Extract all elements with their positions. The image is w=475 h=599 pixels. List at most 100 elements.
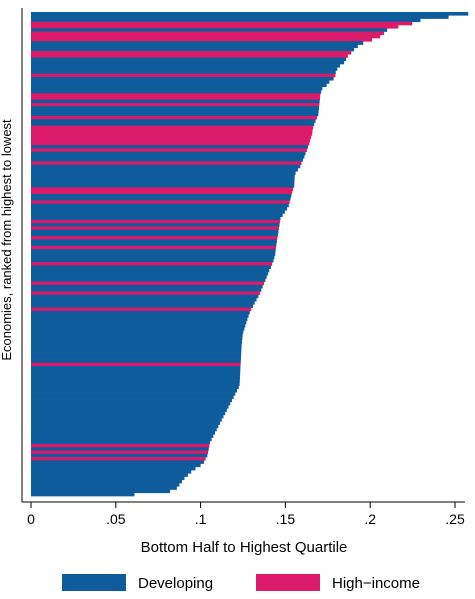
bar — [31, 434, 214, 438]
bar — [31, 138, 311, 143]
bar — [31, 440, 210, 445]
bar — [31, 28, 388, 32]
bar — [31, 265, 271, 269]
bar — [31, 375, 240, 380]
bar — [31, 362, 241, 367]
bar — [31, 388, 238, 393]
bar — [31, 476, 185, 481]
bar — [31, 141, 310, 146]
bar — [31, 15, 449, 19]
bar — [31, 457, 206, 461]
bar — [31, 31, 385, 36]
bar — [31, 145, 308, 149]
bar — [31, 252, 276, 256]
bar — [31, 86, 323, 91]
bar — [31, 317, 248, 321]
bar — [31, 492, 135, 497]
bar — [31, 44, 358, 49]
bar — [31, 216, 281, 221]
bar — [31, 421, 221, 425]
bar — [31, 180, 295, 185]
bar — [31, 93, 321, 97]
bar — [31, 47, 355, 52]
bar — [31, 50, 352, 55]
bar — [31, 479, 182, 484]
bar — [31, 463, 201, 468]
bar — [31, 473, 188, 477]
bar — [31, 327, 245, 331]
bar — [31, 294, 259, 299]
bar — [31, 288, 262, 292]
bar — [31, 21, 413, 26]
bar — [31, 336, 243, 341]
bar — [31, 60, 345, 65]
bar — [31, 161, 302, 166]
bar — [31, 343, 242, 347]
bar — [31, 115, 317, 120]
bar — [31, 80, 330, 84]
bar — [31, 41, 364, 45]
bar — [31, 193, 292, 198]
bar — [31, 284, 263, 289]
bar — [31, 132, 313, 136]
bar — [31, 249, 276, 253]
bar — [31, 184, 295, 188]
bar — [31, 483, 180, 487]
bar — [31, 12, 469, 16]
bar — [31, 63, 341, 68]
x-tick-label: 0 — [27, 511, 35, 527]
bar — [31, 278, 266, 282]
bar — [31, 281, 265, 286]
bar — [31, 310, 250, 315]
bar — [31, 301, 255, 305]
bar — [31, 96, 320, 101]
bar — [31, 76, 334, 81]
bar — [31, 219, 280, 224]
bar — [31, 379, 240, 383]
bars-layer — [31, 12, 469, 497]
bar — [31, 333, 243, 338]
bar — [31, 34, 381, 39]
bar — [31, 453, 208, 458]
bar — [31, 271, 269, 276]
bar — [31, 210, 285, 214]
bar — [31, 395, 234, 399]
bar — [31, 119, 316, 123]
bar — [31, 89, 322, 94]
bar — [31, 291, 260, 295]
bar — [31, 385, 239, 390]
bar — [31, 444, 210, 448]
bar — [31, 174, 295, 179]
bar — [31, 203, 289, 208]
bar — [31, 18, 421, 23]
bar — [31, 258, 274, 263]
bar — [31, 167, 298, 172]
x-tick-label: .15 — [276, 511, 296, 527]
bar — [31, 424, 219, 429]
bar — [31, 154, 305, 159]
bar — [31, 135, 312, 140]
bar — [31, 353, 242, 357]
bar — [31, 349, 242, 354]
bar — [31, 405, 229, 409]
bar — [31, 102, 320, 107]
bar — [31, 190, 293, 195]
x-ticks: 0 .05 .1 .15 .2 .25 — [27, 502, 465, 527]
bar — [31, 24, 399, 29]
bar — [31, 447, 209, 451]
bar — [31, 323, 246, 328]
bar — [31, 470, 192, 474]
bar — [31, 164, 301, 169]
bar — [31, 70, 336, 75]
bar — [31, 54, 348, 58]
bar — [31, 206, 288, 211]
bar — [31, 106, 319, 110]
bar — [31, 297, 257, 302]
bar — [31, 356, 241, 360]
bar — [31, 320, 247, 325]
bar — [31, 226, 279, 230]
bar — [31, 427, 217, 432]
bar — [31, 340, 242, 344]
legend: Developing High−income — [62, 574, 420, 592]
